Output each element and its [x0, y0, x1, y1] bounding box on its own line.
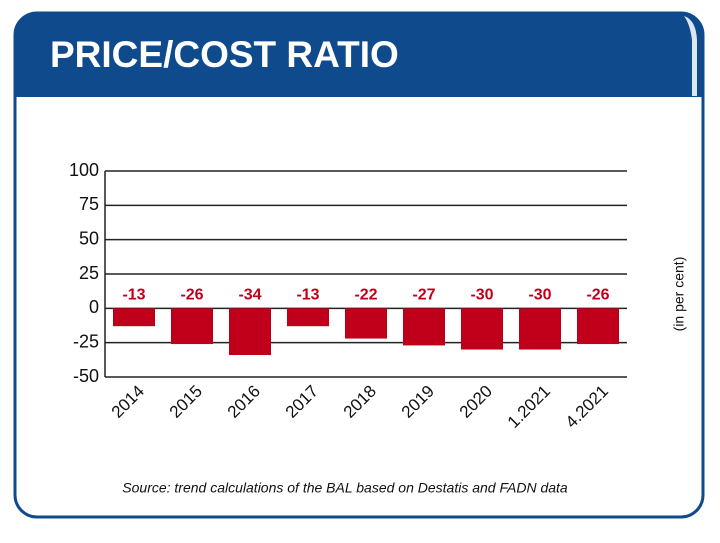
y-tick-label: 75	[79, 194, 99, 214]
data-label: -26	[180, 287, 203, 304]
data-label: -13	[296, 287, 319, 304]
data-label: -22	[354, 287, 377, 304]
header	[15, 13, 703, 97]
data-label: -13	[122, 287, 145, 304]
y-axis-label: (in per cent)	[671, 257, 687, 332]
y-tick-label: -25	[73, 331, 99, 351]
bar	[403, 308, 445, 346]
bar	[229, 308, 271, 356]
y-tick-label: 50	[79, 228, 99, 248]
bar	[113, 308, 155, 327]
bar	[577, 308, 619, 345]
data-label: -27	[412, 287, 435, 304]
data-label: -34	[238, 287, 261, 304]
source-note: Source: trend calculations of the BAL ba…	[122, 480, 568, 496]
bar	[519, 308, 561, 350]
bar	[171, 308, 213, 345]
bar	[461, 308, 503, 350]
y-tick-label: -50	[73, 366, 99, 386]
chart-title: PRICE/COST RATIO	[50, 34, 399, 75]
y-tick-label: 100	[69, 160, 99, 180]
data-label: -26	[586, 287, 609, 304]
data-label: -30	[528, 287, 551, 304]
bar	[345, 308, 387, 339]
y-tick-label: 25	[79, 263, 99, 283]
bar	[287, 308, 329, 327]
data-label: -30	[470, 287, 493, 304]
header-accent	[684, 16, 697, 96]
y-tick-label: 0	[89, 297, 99, 317]
